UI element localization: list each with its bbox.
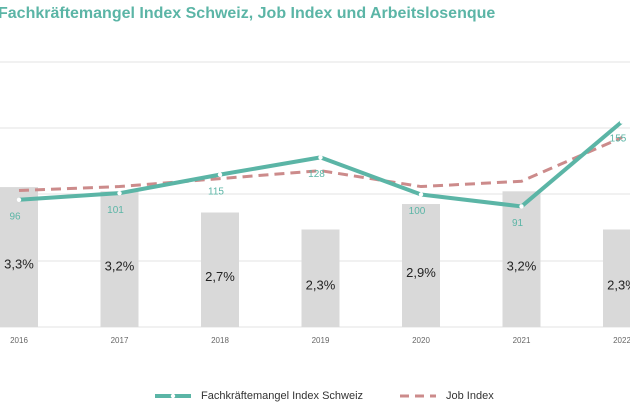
point-label: 155	[610, 133, 627, 144]
chart-title: Fachkräftemangel Index Schweiz, Job Inde…	[0, 5, 495, 22]
point-label: 100	[409, 206, 426, 217]
x-tick-label: 2018	[211, 336, 229, 345]
legend-label: Fachkräftemangel Index Schweiz	[201, 390, 363, 402]
bar	[0, 187, 38, 327]
point	[519, 204, 524, 209]
point	[619, 119, 625, 124]
point	[117, 190, 122, 196]
point-label: 128	[308, 169, 325, 180]
point	[318, 155, 323, 160]
bar	[402, 204, 440, 327]
bar-value-label: 2,3%	[607, 278, 630, 293]
bar-value-label: 3,2%	[105, 259, 135, 274]
bar-value-label: 2,3%	[306, 278, 336, 293]
point	[418, 192, 424, 197]
bar	[301, 229, 340, 327]
legend-label: Job Index	[446, 390, 494, 402]
bar-value-label: 2,7%	[205, 269, 235, 284]
legend-marker	[170, 393, 176, 399]
point-label: 91	[512, 218, 524, 229]
job-index-line	[18, 136, 623, 193]
x-tick-label: 2021	[513, 336, 531, 345]
point-label: 115	[208, 186, 224, 197]
x-tick-label: 2022	[613, 336, 630, 345]
x-tick-label: 2019	[312, 336, 330, 345]
bar-value-label: 2,9%	[406, 265, 436, 280]
x-tick-label: 2017	[111, 336, 129, 345]
bar	[603, 229, 630, 327]
bar	[502, 191, 541, 327]
x-tick-label: 2016	[10, 336, 28, 345]
point	[16, 197, 22, 202]
bar	[201, 212, 239, 327]
bar	[100, 191, 139, 327]
point-label: 96	[9, 211, 21, 222]
bar-value-label: 3,3%	[4, 256, 34, 271]
bar-value-label: 3,2%	[507, 259, 537, 274]
x-tick-label: 2020	[412, 336, 430, 345]
point-label: 101	[107, 205, 124, 216]
point	[217, 172, 223, 177]
